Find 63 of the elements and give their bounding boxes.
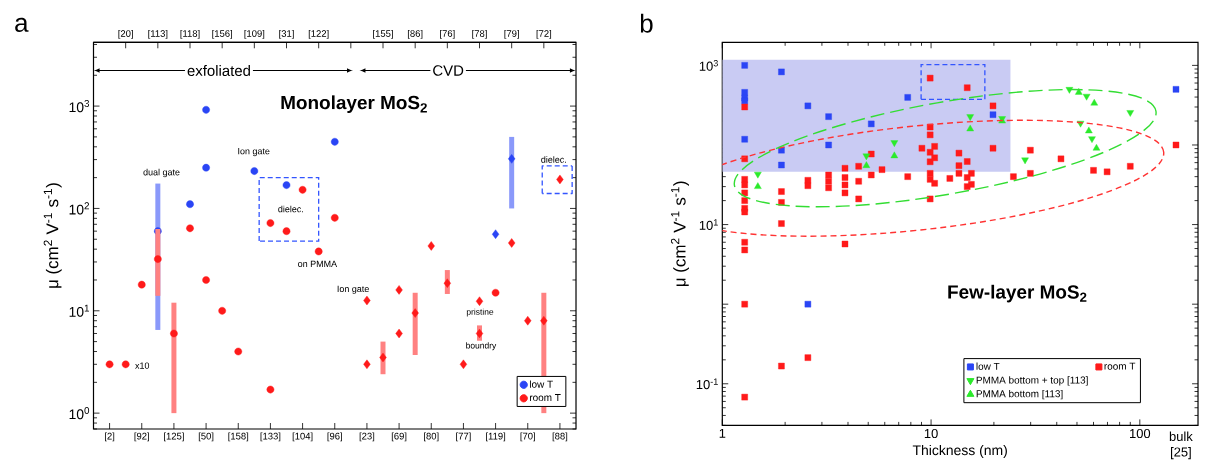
annotation: boundry [466,342,497,351]
y-tick-label: 10$^{-1}$ [696,378,718,390]
x-tick-label: 10 [924,428,938,439]
x-tick-label: [156] [212,29,233,39]
x-tick-label: [122] [308,29,329,39]
x-axis-title: Thickness (nm) [912,444,1007,458]
x-tick-label: [133] [260,432,281,442]
x-tick-label: [125] [164,432,184,442]
text: bulk [25] [1169,431,1193,460]
legend-label: room T [1104,362,1136,370]
text: Few-layer MoS$_{2}$ [948,284,1087,303]
x-tick-label: [2] [104,432,115,442]
annotation: x10 [135,362,150,369]
text: a [15,17,29,32]
x-tick-label: [80] [424,432,439,442]
x-tick-label: [113] [148,29,168,39]
x-tick-label: [104] [292,432,313,442]
x-tick-label: [86] [407,29,423,39]
x-tick-label: [109] [244,29,265,39]
annotation: dielec. [278,205,303,213]
annotation: dielec. [541,156,566,163]
legend-label: PMMA bottom [113] [976,389,1063,400]
x-tick-label: [78] [472,29,487,39]
x-tick-label: [72] [536,29,552,39]
x-tick-label: [158] [228,432,249,442]
y-tick-label: 10$^{2}$ [69,202,89,215]
annotation: CVD [433,65,464,76]
y-tick-label: 10$^{3}$ [699,59,718,71]
x-tick-label: [119] [486,432,506,442]
legend-label: PMMA bottom + top [113] [976,376,1088,386]
annotation: dual gate [143,168,180,178]
x-tick-label: [70] [520,432,535,442]
legend-label: room T [529,394,561,402]
legend-label: low T [529,380,553,388]
annotation: exfoliated [187,65,250,77]
annotation: pristine [466,308,494,317]
y-tick-label: 10$^{0}$ [69,407,90,420]
x-tick-label: [50] [198,432,214,442]
y-axis-title: μ (cm$^{2}$ V$^{-1}$ s$^{-1}$) [670,181,689,287]
x-tick-label: [92] [134,432,149,442]
x-tick-label: [79] [504,29,519,39]
y-axis-title: μ (cm$^{2}$ V$^{-1}$ s$^{-1}$) [43,183,62,288]
x-tick-label: 1 [719,428,726,438]
x-tick-label: [31] [279,29,294,39]
x-tick-label: [76] [440,29,455,39]
x-tick-label: [23] [359,432,375,442]
annotation: on PMMA [298,260,338,268]
x-tick-label: [20] [118,29,133,39]
x-tick-label: [155] [373,29,393,39]
x-tick-label: [96] [327,432,342,442]
y-tick-label: 10$^{1}$ [699,219,718,230]
x-tick-label: [69] [391,432,407,442]
annotation: Ion gate [337,285,369,294]
x-tick-label: [77] [456,432,471,442]
text: b [640,13,653,33]
annotation: Ion gate [238,148,270,157]
x-tick-label: [88] [552,432,568,442]
text: Monolayer MoS$_{2}$ [281,95,427,113]
x-tick-label: [118] [180,29,200,39]
legend-label: low T [976,362,1000,370]
y-tick-label: 10$^{3}$ [69,100,90,113]
y-tick-label: 10$^{1}$ [69,304,90,317]
x-tick-label: 100 [1130,428,1151,439]
